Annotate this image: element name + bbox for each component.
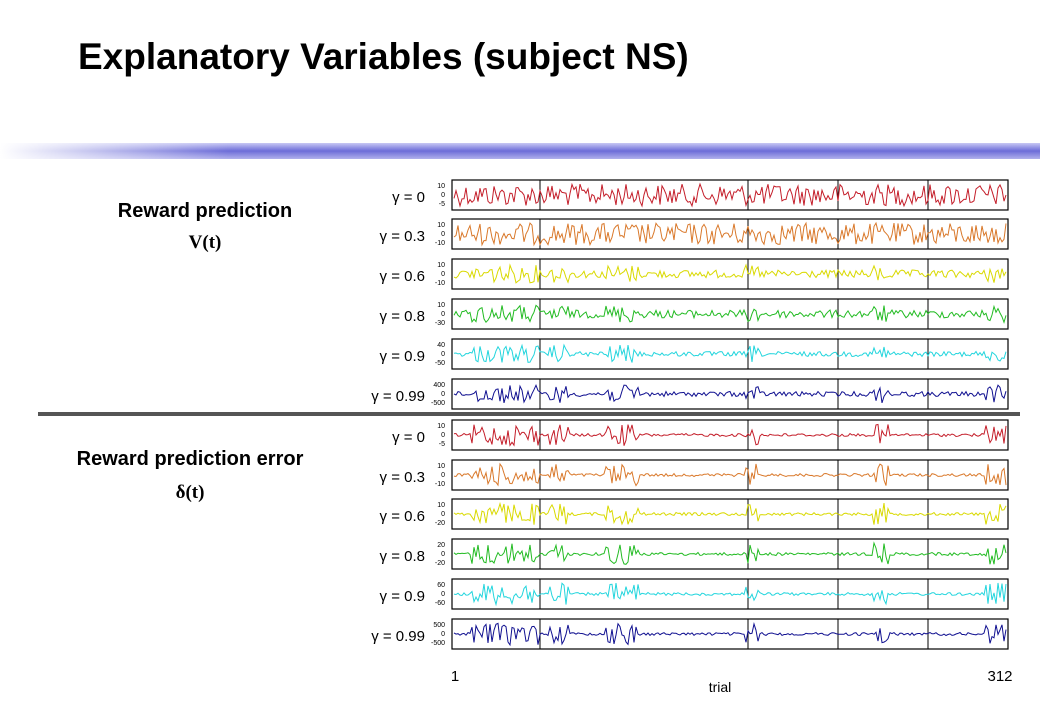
trace-row-6: γ = 0 10 0 -5 [392, 419, 1009, 451]
slide-title: Explanatory Variables (subject NS) [78, 36, 689, 77]
trace-tick-label: -60 [435, 600, 445, 607]
trace-label: γ = 0.6 [380, 268, 425, 285]
trace-tick-label: 60 [437, 582, 445, 589]
trace-tick-label: -50 [435, 360, 445, 367]
trace-panel [451, 378, 1009, 410]
trace-panel [451, 618, 1009, 650]
trace-row-7: γ = 0.3 10 0 -10 [380, 459, 1009, 491]
x-axis-start: 1 [451, 668, 459, 685]
trace-tick-label: -10 [435, 240, 445, 247]
section-divider [38, 412, 1020, 416]
section-variable-v: V(t) [188, 232, 222, 253]
trace-tick-label: -10 [435, 280, 445, 287]
trace-row-11: γ = 0.99 500 0 -500 [371, 618, 1009, 650]
trace-row-4: γ = 0.9 40 0 -50 [380, 338, 1009, 370]
trace-tick-label: 10 [437, 302, 445, 309]
trace-tick-label: 0 [441, 231, 445, 238]
trace-label: γ = 0.8 [380, 308, 425, 325]
trace-row-8: γ = 0.6 10 0 -20 [380, 498, 1009, 530]
trace-tick-label: -20 [435, 520, 445, 527]
trace-row-1: γ = 0.3 10 0 -10 [380, 218, 1009, 250]
trace-waveform [453, 582, 1007, 607]
trace-tick-label: 0 [441, 351, 445, 358]
trace-waveform [453, 622, 1007, 647]
trace-panel [451, 258, 1009, 290]
trace-tick-label: 0 [441, 311, 445, 318]
trace-tick-label: 0 [441, 551, 445, 558]
trace-tick-label: 20 [437, 542, 445, 549]
trace-tick-label: 10 [437, 222, 445, 229]
trace-tick-label: 10 [437, 502, 445, 509]
trace-label: γ = 0 [392, 429, 425, 446]
trace-row-9: γ = 0.8 20 0 -20 [380, 538, 1009, 570]
trace-label: γ = 0.9 [380, 348, 425, 365]
trace-tick-label: 40 [437, 342, 445, 349]
trace-panel [451, 338, 1009, 370]
trace-tick-label: -30 [435, 320, 445, 327]
x-axis-label: trial [709, 679, 732, 695]
trace-panel [451, 179, 1009, 211]
trace-waveform [453, 343, 1007, 363]
trace-row-2: γ = 0.6 10 0 -10 [380, 258, 1009, 290]
trace-label: γ = 0.6 [380, 508, 425, 525]
trace-row-10: γ = 0.9 60 0 -60 [380, 578, 1009, 610]
trace-label: γ = 0.99 [371, 388, 425, 405]
trace-waveform [453, 304, 1007, 324]
trace-waveform [453, 541, 1007, 565]
trace-waveform [453, 423, 1007, 447]
trace-waveform [453, 182, 1007, 208]
trace-tick-label: 10 [437, 183, 445, 190]
trace-waveform [453, 263, 1007, 284]
trace-tick-label: -5 [439, 201, 445, 208]
trace-tick-label: 400 [433, 382, 445, 389]
trace-tick-label: -500 [431, 400, 445, 407]
trace-row-3: γ = 0.8 10 0 -30 [380, 298, 1009, 330]
trace-tick-label: -20 [435, 560, 445, 567]
trace-tick-label: 0 [441, 511, 445, 518]
title-underline-bar [0, 143, 1040, 159]
trace-tick-label: 0 [441, 591, 445, 598]
trace-tick-label: 0 [441, 472, 445, 479]
trace-waveform [453, 501, 1007, 526]
trace-panel [451, 218, 1009, 250]
trace-row-5: γ = 0.99 400 0 -500 [371, 378, 1009, 410]
trace-tick-label: -10 [435, 481, 445, 488]
trace-tick-label: 10 [437, 423, 445, 430]
trace-tick-label: -500 [431, 640, 445, 647]
trace-waveform [453, 221, 1007, 247]
trace-row-0: γ = 0 10 0 -5 [392, 179, 1009, 211]
section-variable-delta: δ(t) [175, 482, 205, 503]
trace-label: γ = 0.9 [380, 588, 425, 605]
trace-label: γ = 0.8 [380, 548, 425, 565]
trace-label: γ = 0.3 [380, 469, 425, 486]
x-axis-end: 312 [987, 668, 1012, 685]
trace-waveform [453, 383, 1007, 404]
section-heading-reward-prediction: Reward prediction [117, 200, 293, 222]
trace-tick-label: 10 [437, 262, 445, 269]
trace-label: γ = 0.99 [371, 628, 425, 645]
trace-label: γ = 0.3 [380, 228, 425, 245]
trace-tick-label: 0 [441, 391, 445, 398]
trace-waveform [453, 462, 1007, 487]
trace-tick-label: 10 [437, 463, 445, 470]
trace-tick-label: -5 [439, 441, 445, 448]
trace-tick-label: 0 [441, 192, 445, 199]
section-heading-reward-prediction-error: Reward prediction error [76, 448, 304, 470]
trace-tick-label: 0 [441, 631, 445, 638]
trace-tick-label: 0 [441, 432, 445, 439]
trace-tick-label: 500 [433, 622, 445, 629]
trace-label: γ = 0 [392, 189, 425, 206]
trace-tick-label: 0 [441, 271, 445, 278]
